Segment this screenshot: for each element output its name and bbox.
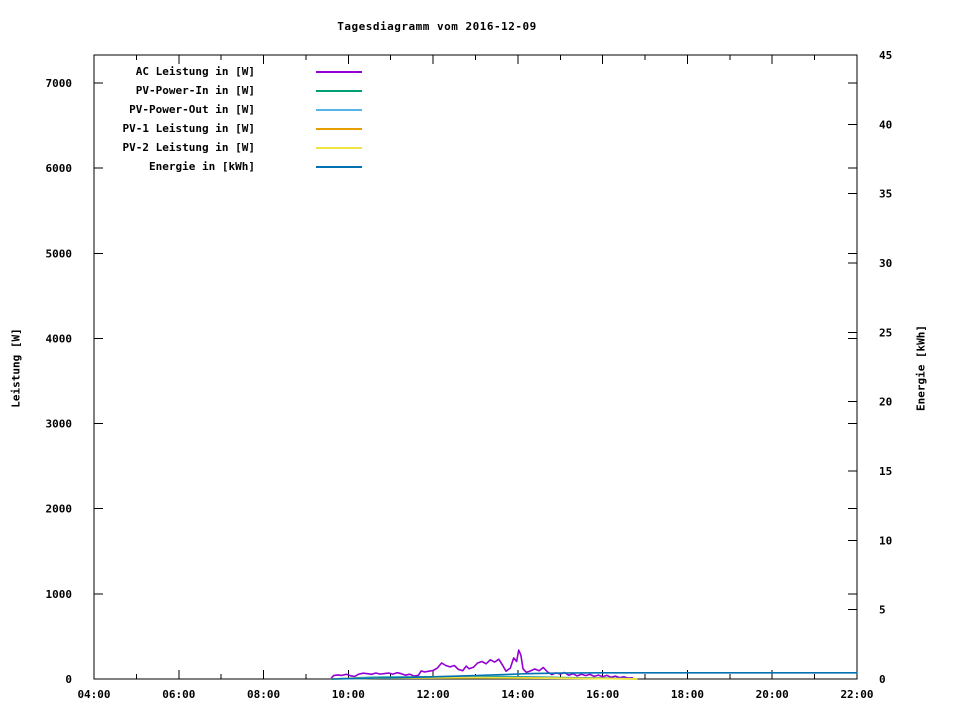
y2-tick-label: 15 bbox=[879, 465, 892, 478]
legend-line-sample bbox=[316, 146, 362, 149]
legend-label: AC Leistung in [W] bbox=[135, 65, 255, 78]
x-tick-label: 18:00 bbox=[671, 688, 704, 701]
x-tick-label: 10:00 bbox=[332, 688, 365, 701]
legend-item: AC Leistung in [W] bbox=[85, 62, 362, 81]
y1-tick-label: 7000 bbox=[46, 77, 73, 90]
ac-leistung-in-w--line bbox=[330, 649, 634, 679]
y2-tick-label: 10 bbox=[879, 534, 892, 547]
legend-line-sample bbox=[316, 70, 362, 73]
legend-line-sample bbox=[316, 165, 362, 168]
x-tick-label: 08:00 bbox=[247, 688, 280, 701]
legend-label: PV-Power-Out in [W] bbox=[129, 103, 255, 116]
y2-tick-label: 45 bbox=[879, 49, 892, 62]
y2-tick-label: 5 bbox=[879, 604, 886, 617]
y2-tick-label: 25 bbox=[879, 326, 892, 339]
legend-line-sample bbox=[316, 89, 362, 92]
legend-item: PV-2 Leistung in [W] bbox=[85, 138, 362, 157]
y1-tick-label: 3000 bbox=[46, 418, 73, 431]
y2-tick-label: 20 bbox=[879, 396, 892, 409]
legend-item: PV-Power-Out in [W] bbox=[85, 100, 362, 119]
y1-tick-label: 1000 bbox=[46, 588, 73, 601]
x-tick-label: 14:00 bbox=[501, 688, 534, 701]
legend-item: PV-1 Leistung in [W] bbox=[85, 119, 362, 138]
x-tick-label: 04:00 bbox=[77, 688, 110, 701]
legend-label: PV-Power-In in [W] bbox=[135, 84, 255, 97]
x-tick-label: 22:00 bbox=[840, 688, 873, 701]
y2-tick-label: 40 bbox=[879, 118, 892, 131]
legend-label: PV-1 Leistung in [W] bbox=[122, 122, 255, 135]
x-tick-label: 16:00 bbox=[586, 688, 619, 701]
y2-tick-label: 0 bbox=[879, 673, 886, 686]
y1-tick-label: 6000 bbox=[46, 162, 73, 175]
x-tick-label: 12:00 bbox=[417, 688, 450, 701]
y1-tick-label: 2000 bbox=[46, 503, 73, 516]
x-tick-label: 06:00 bbox=[162, 688, 195, 701]
x-tick-label: 20:00 bbox=[756, 688, 789, 701]
legend-item: Energie in [kWh] bbox=[85, 157, 362, 176]
legend-label: Energie in [kWh] bbox=[149, 160, 255, 173]
y2-tick-label: 30 bbox=[879, 257, 892, 270]
legend: AC Leistung in [W] PV-Power-In in [W] PV-P… bbox=[85, 62, 362, 176]
legend-line-sample bbox=[316, 108, 362, 111]
legend-line-sample bbox=[316, 127, 362, 130]
legend-item: PV-Power-In in [W] bbox=[85, 81, 362, 100]
y1-tick-label: 4000 bbox=[46, 332, 73, 345]
energie-in-kwh--line bbox=[330, 671, 858, 680]
y1-tick-label: 5000 bbox=[46, 247, 73, 260]
y1-tick-label: 0 bbox=[65, 673, 72, 686]
y2-tick-label: 35 bbox=[879, 188, 892, 201]
legend-label: PV-2 Leistung in [W] bbox=[122, 141, 255, 154]
chart-title: Tagesdiagramm vom 2016-12-09 bbox=[337, 20, 537, 33]
